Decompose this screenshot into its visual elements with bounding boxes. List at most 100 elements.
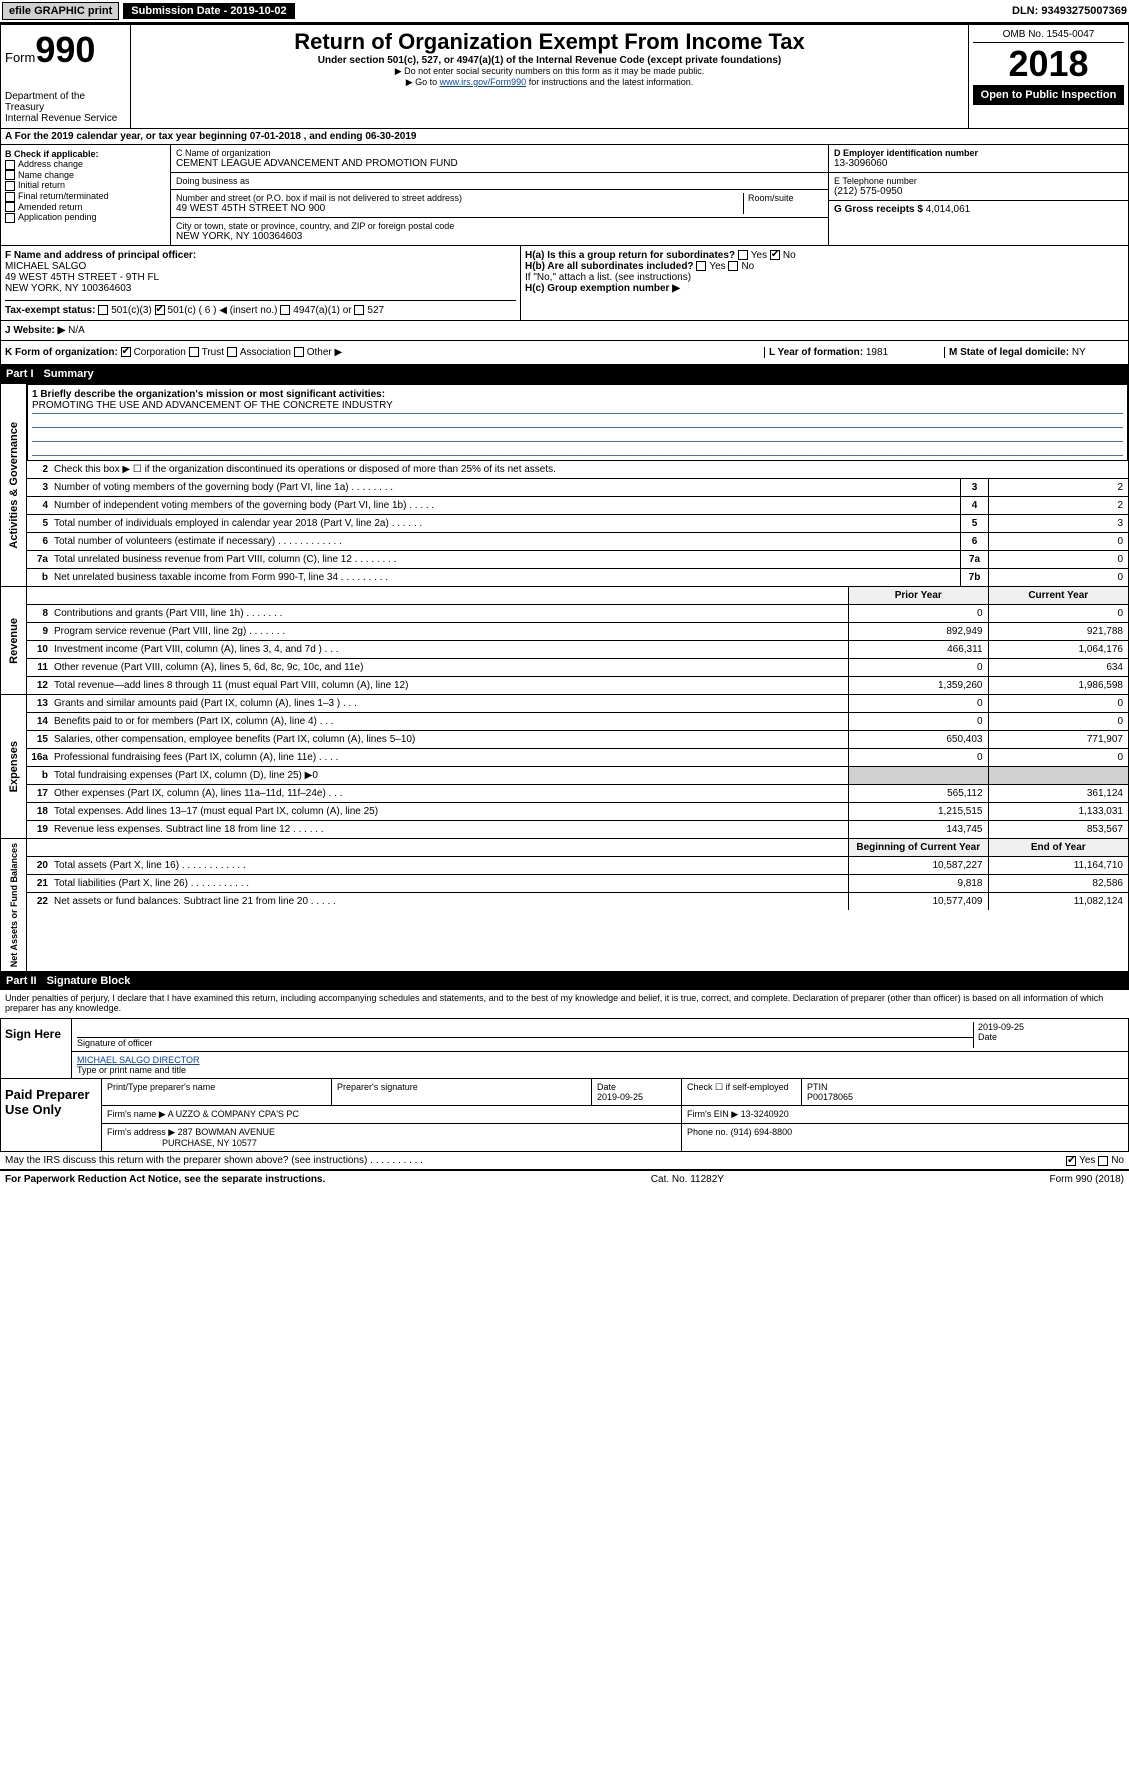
checkbox-4947[interactable] <box>280 305 290 315</box>
note2-pre: ▶ Go to <box>406 77 440 87</box>
org-address: 49 WEST 45TH STREET NO 900 <box>176 203 743 214</box>
website-value: N/A <box>68 325 85 336</box>
block-h: H(a) Is this a group return for subordin… <box>521 246 1128 320</box>
ptin-value: P00178065 <box>807 1092 853 1102</box>
line-6: Total number of volunteers (estimate if … <box>51 533 960 550</box>
tax-year: 2018 <box>973 43 1124 85</box>
firm-phone: (914) 694-8800 <box>731 1127 793 1137</box>
preparer-name-label: Print/Type preparer's name <box>102 1079 332 1105</box>
sig-officer-label: Signature of officer <box>77 1038 973 1048</box>
row-klm: K Form of organization: Corporation Trus… <box>0 341 1129 365</box>
line-5-val: 3 <box>988 515 1128 532</box>
efile-button[interactable]: efile GRAPHIC print <box>2 2 119 20</box>
tax-exempt-label: Tax-exempt status: <box>5 305 95 316</box>
mission-blank-2 <box>32 428 1123 442</box>
line-14: Benefits paid to or for members (Part IX… <box>51 713 848 730</box>
irs-link[interactable]: www.irs.gov/Form990 <box>440 77 527 87</box>
opt-final: Final return/terminated <box>18 191 109 201</box>
part-1-header: Part I Summary <box>0 365 1129 383</box>
form-header: Form990 Department of the Treasury Inter… <box>0 24 1129 129</box>
form-note-1: ▶ Do not enter social security numbers o… <box>135 66 964 77</box>
paid-preparer-block: Paid Preparer Use Only Print/Type prepar… <box>0 1079 1129 1152</box>
line-12-cy: 1,986,598 <box>989 677 1129 694</box>
checkbox-other[interactable] <box>294 347 304 357</box>
checkbox-amended[interactable] <box>5 202 15 212</box>
opt-amended: Amended return <box>18 202 83 212</box>
line-7b: Net unrelated business taxable income fr… <box>51 569 960 586</box>
checkbox-501c[interactable] <box>155 305 165 315</box>
checkbox-ha-yes[interactable] <box>738 250 748 260</box>
discuss-yes: Yes <box>1079 1155 1095 1166</box>
checkbox-corp[interactable] <box>121 347 131 357</box>
revenue-section: Revenue Prior YearCurrent Year 8Contribu… <box>0 587 1129 695</box>
opt-address-change: Address change <box>18 159 83 169</box>
signature-block: Sign Here Signature of officer 2019-09-2… <box>0 1018 1129 1079</box>
paid-date-label: Date <box>597 1082 616 1092</box>
checkbox-hb-yes[interactable] <box>696 261 706 271</box>
line-21-cy: 82,586 <box>989 875 1129 892</box>
city-label: City or town, state or province, country… <box>176 221 823 231</box>
officer-signed-name[interactable]: MICHAEL SALGO DIRECTOR <box>77 1055 1123 1065</box>
preparer-sig-label: Preparer's signature <box>332 1079 592 1105</box>
line-16a-cy: 0 <box>989 749 1129 766</box>
checkbox-501c3[interactable] <box>98 305 108 315</box>
firm-ein: 13-3240920 <box>741 1109 789 1119</box>
ein-label: D Employer identification number <box>834 148 1123 158</box>
checkbox-final-return[interactable] <box>5 192 15 202</box>
line-11-cy: 634 <box>989 659 1129 676</box>
expenses-section: Expenses 13Grants and similar amounts pa… <box>0 695 1129 839</box>
line-3: Number of voting members of the governin… <box>51 479 960 496</box>
firm-city: PURCHASE, NY 10577 <box>162 1138 257 1148</box>
org-city: NEW YORK, NY 100364603 <box>176 231 823 242</box>
paid-date: 2019-09-25 <box>597 1092 643 1102</box>
checkbox-address-change[interactable] <box>5 160 15 170</box>
firm-name-label: Firm's name ▶ <box>107 1109 166 1119</box>
ha-yes: Yes <box>751 250 767 261</box>
checkbox-527[interactable] <box>354 305 364 315</box>
line-7a-val: 0 <box>988 551 1128 568</box>
officer-name-label: Type or print name and title <box>77 1065 1123 1075</box>
form-note-2: ▶ Go to www.irs.gov/Form990 for instruct… <box>135 77 964 88</box>
footer-mid: Cat. No. 11282Y <box>651 1174 724 1185</box>
phone-label: E Telephone number <box>834 176 1123 186</box>
checkbox-discuss-no[interactable] <box>1098 1156 1108 1166</box>
open-public-badge: Open to Public Inspection <box>973 85 1124 105</box>
footer-right: Form 990 (2018) <box>1050 1174 1124 1185</box>
line-11-py: 0 <box>849 659 989 676</box>
discuss-text: May the IRS discuss this return with the… <box>5 1155 1066 1166</box>
checkbox-ha-no[interactable] <box>770 250 780 260</box>
submission-date-button[interactable]: Submission Date - 2019-10-02 <box>123 3 294 19</box>
website-label: J Website: ▶ <box>5 325 65 336</box>
footer-left: For Paperwork Reduction Act Notice, see … <box>5 1174 325 1185</box>
dept-treasury: Department of the Treasury <box>5 91 126 113</box>
line-18-cy: 1,133,031 <box>989 803 1129 820</box>
line-17: Other expenses (Part IX, column (A), lin… <box>51 785 848 802</box>
line-12: Total revenue—add lines 8 through 11 (mu… <box>51 677 848 694</box>
boy-header: Beginning of Current Year <box>849 839 989 856</box>
line-3-val: 2 <box>988 479 1128 496</box>
line-15: Salaries, other compensation, employee b… <box>51 731 848 748</box>
dln-text: DLN: 93493275007369 <box>1012 5 1127 17</box>
checkbox-app-pending[interactable] <box>5 213 15 223</box>
officer-city: NEW YORK, NY 100364603 <box>5 283 516 294</box>
checkbox-assoc[interactable] <box>227 347 237 357</box>
checkbox-discuss-yes[interactable] <box>1066 1156 1076 1166</box>
checkbox-name-change[interactable] <box>5 170 15 180</box>
checkbox-initial-return[interactable] <box>5 181 15 191</box>
line-4-box: 4 <box>960 497 988 514</box>
line-14-cy: 0 <box>989 713 1129 730</box>
phone-value: (212) 575-0950 <box>834 186 1123 197</box>
checkbox-trust[interactable] <box>189 347 199 357</box>
firm-ein-label: Firm's EIN ▶ <box>687 1109 738 1119</box>
addr-label: Number and street (or P.O. box if mail i… <box>176 193 743 203</box>
section-a: A For the 2019 calendar year, or tax yea… <box>0 129 1129 145</box>
org-info-grid: B Check if applicable: Address change Na… <box>0 145 1129 246</box>
ha-label: H(a) Is this a group return for subordin… <box>525 250 735 261</box>
line-4-val: 2 <box>988 497 1128 514</box>
line-2: Check this box ▶ ☐ if the organization d… <box>51 461 1128 478</box>
gross-receipts-label: G Gross receipts $ <box>834 204 923 215</box>
checkbox-hb-no[interactable] <box>728 261 738 271</box>
mission-blank-3 <box>32 442 1123 456</box>
org-name-label: C Name of organization <box>176 148 823 158</box>
block-b-label: B Check if applicable: <box>5 149 166 159</box>
